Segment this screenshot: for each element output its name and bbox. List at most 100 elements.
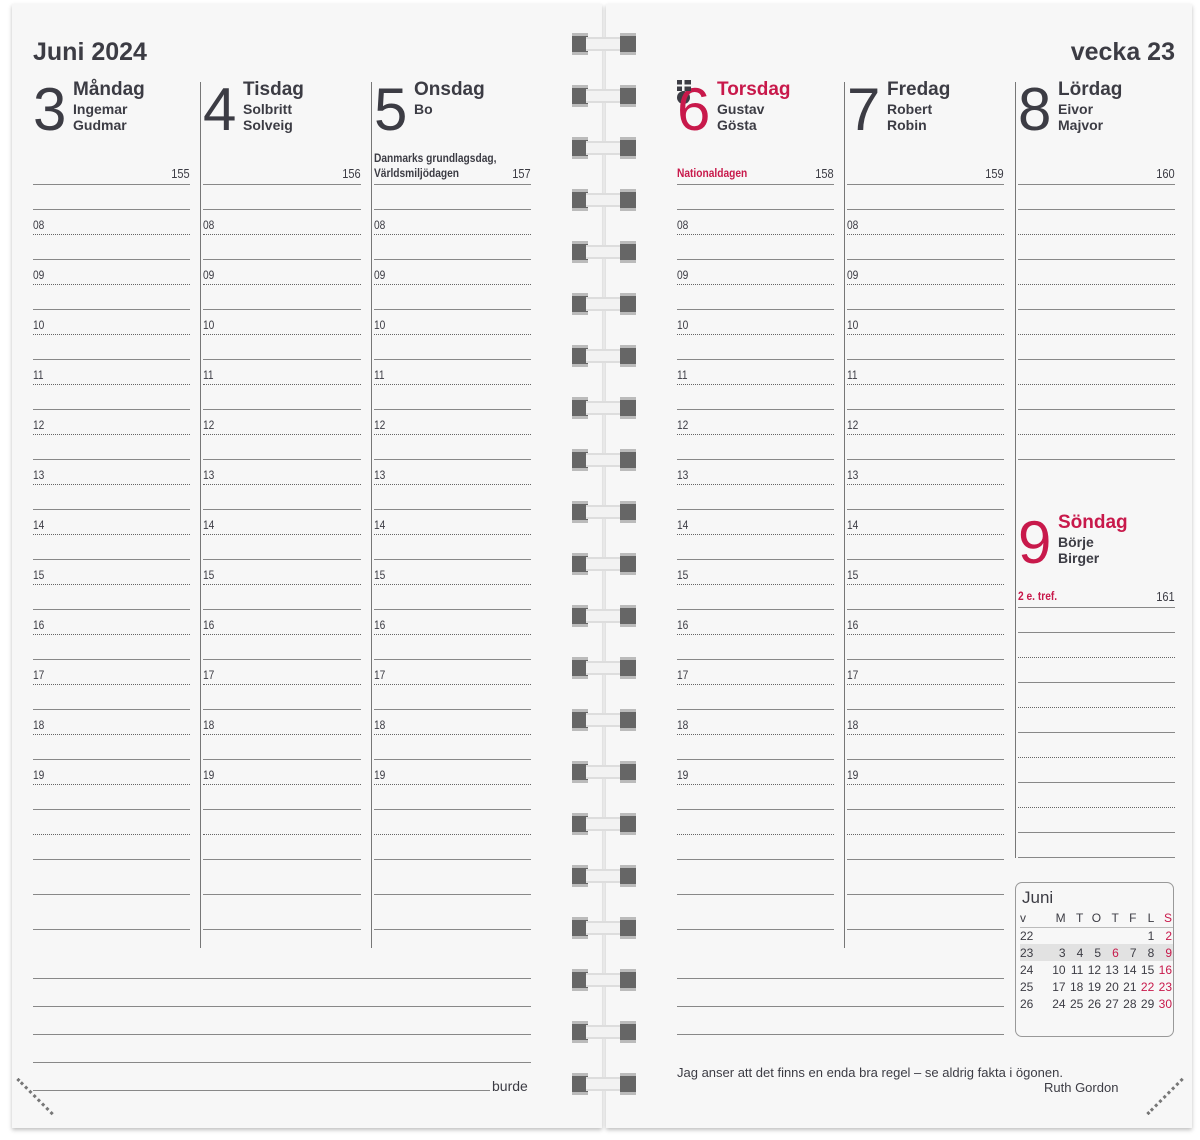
ruled-line	[33, 559, 190, 560]
ruled-line	[33, 684, 190, 685]
ruled-line	[677, 409, 834, 410]
ruled-line	[677, 684, 834, 685]
ruled-line	[847, 509, 1004, 510]
date-cell: 24	[1052, 996, 1066, 1011]
hour-label: 12	[847, 418, 859, 432]
ring-part	[572, 553, 588, 575]
ring-part	[620, 865, 636, 887]
ruled-line	[203, 894, 361, 895]
ruled-line	[374, 709, 531, 710]
date-cell	[1084, 927, 1102, 944]
ruled-line	[677, 359, 834, 360]
hour-label: 09	[203, 268, 215, 282]
ruled-line	[374, 929, 531, 930]
ring-part	[572, 189, 588, 211]
ruled-line	[374, 784, 531, 785]
ruled-line	[203, 759, 361, 760]
note-line	[33, 1062, 531, 1063]
ring-part	[620, 241, 636, 263]
ruled-line	[203, 334, 361, 335]
ring-part	[586, 765, 622, 779]
hour-label: 09	[33, 268, 45, 282]
ruled-line	[677, 894, 834, 895]
day-name: Tisdag	[243, 79, 304, 100]
ruled-line	[1018, 309, 1175, 310]
hour-label: 08	[677, 218, 689, 232]
ruled-line	[677, 309, 834, 310]
date-cell: 9	[1155, 944, 1173, 961]
ring-part	[586, 505, 622, 519]
ruled-line	[374, 209, 531, 210]
ruled-line	[1018, 284, 1175, 285]
ruled-line	[1018, 259, 1175, 260]
hour-label: 10	[203, 318, 215, 332]
column-divider	[200, 82, 201, 948]
weekday-header: v	[1020, 910, 1049, 928]
ruled-line	[203, 484, 361, 485]
ring-part	[572, 605, 588, 627]
name-day: Ingemar	[73, 101, 128, 117]
hour-label: 17	[203, 668, 215, 682]
ruled-line	[33, 759, 190, 760]
hour-label: 12	[677, 418, 689, 432]
date-cell: 1	[1147, 928, 1155, 943]
day-number: 3	[33, 76, 66, 143]
ring-part	[572, 657, 588, 679]
name-day: Gustav	[717, 101, 765, 117]
ring-part	[586, 661, 622, 675]
ruled-line	[374, 759, 531, 760]
ruled-line	[677, 509, 834, 510]
hour-label: 19	[374, 768, 386, 782]
note-line	[677, 1006, 1004, 1007]
spiral-ring	[572, 85, 636, 107]
ring-part	[620, 813, 636, 835]
ruled-line	[847, 359, 1004, 360]
ruled-line	[33, 434, 190, 435]
day-of-year: 158	[815, 166, 834, 181]
ruled-line	[847, 859, 1004, 860]
ring-part	[572, 1073, 588, 1095]
ring-part	[572, 241, 588, 263]
column-divider	[844, 82, 845, 948]
day-column: 8 Lördag Eivor Majvor 160	[1018, 80, 1175, 485]
week-number: 22	[1020, 928, 1034, 943]
ring-part	[586, 141, 622, 155]
date-cell: 26	[1087, 996, 1102, 1011]
ring-part	[572, 813, 588, 835]
ruled-line	[1018, 657, 1175, 658]
ruled-line	[1018, 409, 1175, 410]
name-day: Börje	[1058, 534, 1094, 550]
ruled-line	[203, 609, 361, 610]
day-of-year: 160	[1156, 166, 1175, 181]
hour-label: 15	[203, 568, 215, 582]
ring-part	[586, 609, 622, 623]
date-cell: 17	[1052, 979, 1066, 994]
date-cell: 18	[1069, 979, 1084, 994]
day-column: 6 Torsdag Gustav Gösta 158 Nationaldagen 08 09 1…	[677, 80, 834, 950]
spiral-ring	[572, 865, 636, 887]
spiral-ring	[572, 605, 636, 627]
ruled-line	[374, 684, 531, 685]
date-cell	[1049, 927, 1067, 944]
ring-part	[620, 709, 636, 731]
ruled-line	[847, 459, 1004, 460]
date-cell: 15	[1140, 962, 1155, 977]
hour-label: 17	[374, 668, 386, 682]
date-cell: 10	[1052, 962, 1066, 977]
ring-part	[572, 761, 588, 783]
spiral-ring	[572, 761, 636, 783]
ruled-line	[1018, 384, 1175, 385]
date-cell: 19	[1087, 979, 1102, 994]
hour-label: 13	[203, 468, 215, 482]
ring-part	[620, 449, 636, 471]
ruled-line	[203, 584, 361, 585]
ruled-line	[847, 434, 1004, 435]
header-line	[33, 184, 190, 185]
date-cell: 6	[1102, 944, 1120, 961]
ruled-line	[374, 659, 531, 660]
hour-label: 11	[374, 368, 385, 382]
mini-calendar-week: 22 1 2	[1020, 927, 1173, 944]
ruled-line	[677, 584, 834, 585]
ring-part	[586, 193, 622, 207]
